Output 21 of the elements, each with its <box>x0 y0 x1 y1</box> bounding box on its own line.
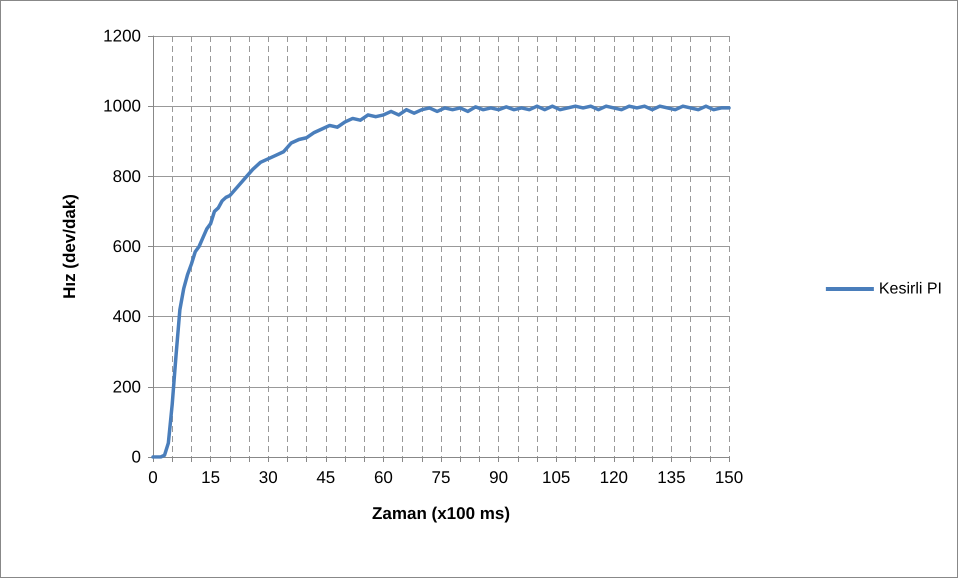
x-tick-label: 45 <box>316 468 336 487</box>
x-tick-label: 0 <box>148 468 158 487</box>
y-tick-label: 400 <box>112 307 141 326</box>
y-tick-label: 200 <box>112 377 141 396</box>
x-tick-label: 15 <box>201 468 220 487</box>
legend-label: Kesirli PI <box>878 280 942 298</box>
y-tick-label: 600 <box>112 237 141 256</box>
x-tick-label: 60 <box>374 468 393 487</box>
x-axis-title: Zaman (x100 ms) <box>372 504 510 523</box>
y-tick-label: 1000 <box>103 96 141 116</box>
x-tick-label: 90 <box>489 468 508 487</box>
x-tick-label: 75 <box>432 468 450 487</box>
y-tick-label: 1200 <box>103 26 141 46</box>
x-tick-label: 105 <box>542 468 570 487</box>
x-tick-label: 120 <box>600 468 628 487</box>
y-axis-title: Hız (dev/dak) <box>60 194 79 299</box>
x-tick-label: 150 <box>714 468 744 487</box>
y-tick-label: 0 <box>132 448 141 466</box>
y-tick-label: 800 <box>112 166 141 186</box>
x-tick-label: 135 <box>657 468 686 487</box>
x-tick-label: 30 <box>258 468 278 487</box>
